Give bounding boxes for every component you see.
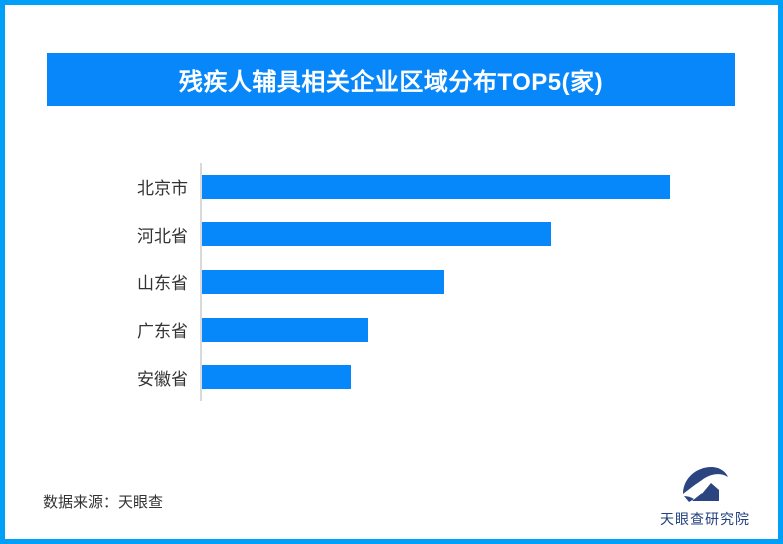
category-label: 山东省 — [137, 274, 188, 294]
bar-track — [200, 305, 733, 354]
bar — [202, 365, 351, 390]
bar-track — [200, 353, 733, 401]
bar-track — [200, 163, 733, 211]
bar-track — [200, 210, 733, 259]
category-label: 北京市 — [137, 179, 188, 199]
page-title: 残疾人辅具相关企业区域分布TOP5(家) — [178, 69, 604, 96]
bar-row: 广东省 — [43, 305, 733, 354]
bar — [202, 269, 444, 294]
bar-row: 河北省 — [43, 210, 733, 259]
bar-row: 山东省 — [43, 258, 733, 306]
bar — [202, 174, 670, 199]
brand-name: 天眼查研究院 — [660, 511, 750, 527]
tianyancha-eye-icon — [683, 467, 728, 502]
bar-track — [200, 258, 733, 306]
bar-chart: 北京市河北省山东省广东省安徽省 — [43, 163, 733, 401]
bar-row: 北京市 — [43, 163, 733, 211]
category-label: 河北省 — [137, 226, 188, 246]
category-label: 广东省 — [137, 322, 188, 342]
data-source-note: 数据来源：天眼查 — [43, 494, 164, 511]
brand-logo: 天眼查研究院 — [645, 465, 765, 529]
bar — [202, 317, 368, 342]
bar-row: 安徽省 — [43, 353, 733, 401]
bar — [202, 222, 551, 247]
title-banner: 残疾人辅具相关企业区域分布TOP5(家) — [47, 53, 735, 106]
category-label: 安徽省 — [137, 369, 188, 389]
